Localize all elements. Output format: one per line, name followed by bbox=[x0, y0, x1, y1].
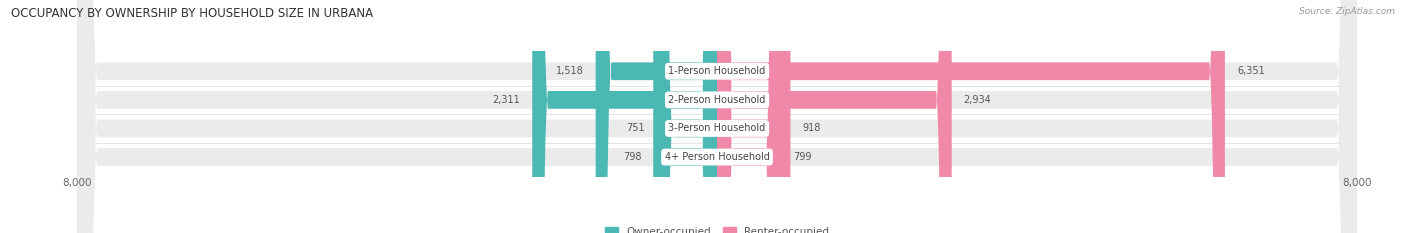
Text: Source: ZipAtlas.com: Source: ZipAtlas.com bbox=[1299, 7, 1395, 16]
Text: 6,351: 6,351 bbox=[1237, 66, 1264, 76]
Text: 4+ Person Household: 4+ Person Household bbox=[665, 152, 769, 162]
FancyBboxPatch shape bbox=[717, 0, 780, 233]
FancyBboxPatch shape bbox=[533, 0, 717, 233]
Text: 1-Person Household: 1-Person Household bbox=[668, 66, 766, 76]
FancyBboxPatch shape bbox=[77, 0, 1357, 233]
Text: 798: 798 bbox=[623, 152, 641, 162]
Text: 2,311: 2,311 bbox=[492, 95, 520, 105]
FancyBboxPatch shape bbox=[77, 0, 1357, 233]
FancyBboxPatch shape bbox=[717, 0, 1225, 233]
Text: 3-Person Household: 3-Person Household bbox=[668, 123, 766, 134]
Text: 1,518: 1,518 bbox=[555, 66, 583, 76]
FancyBboxPatch shape bbox=[654, 0, 717, 233]
Text: OCCUPANCY BY OWNERSHIP BY HOUSEHOLD SIZE IN URBANA: OCCUPANCY BY OWNERSHIP BY HOUSEHOLD SIZE… bbox=[11, 7, 374, 20]
Legend: Owner-occupied, Renter-occupied: Owner-occupied, Renter-occupied bbox=[605, 227, 830, 233]
Text: 2-Person Household: 2-Person Household bbox=[668, 95, 766, 105]
FancyBboxPatch shape bbox=[657, 0, 717, 233]
Text: 799: 799 bbox=[793, 152, 811, 162]
FancyBboxPatch shape bbox=[77, 0, 1357, 233]
FancyBboxPatch shape bbox=[717, 0, 790, 233]
Text: 2,934: 2,934 bbox=[963, 95, 991, 105]
FancyBboxPatch shape bbox=[596, 0, 717, 233]
Text: 918: 918 bbox=[803, 123, 821, 134]
FancyBboxPatch shape bbox=[717, 0, 952, 233]
FancyBboxPatch shape bbox=[77, 0, 1357, 233]
Text: 751: 751 bbox=[627, 123, 645, 134]
